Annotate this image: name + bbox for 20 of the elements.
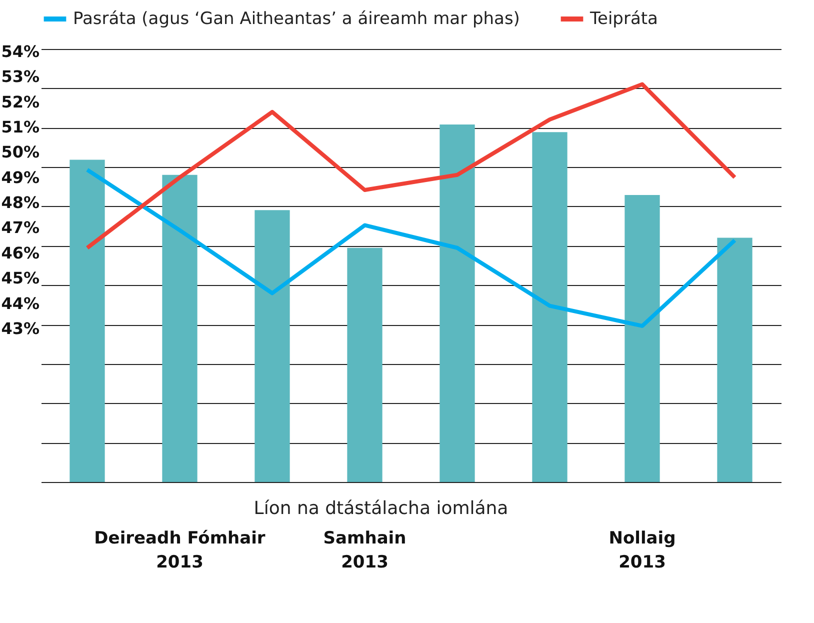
- y-tick-label: 49%: [1, 168, 40, 187]
- x-tick-label: Nollaig 2013: [608, 528, 676, 572]
- x-axis-title: Líon na dtástálacha iomlána: [254, 498, 508, 519]
- legend-label: Pasráta (agus ‘Gan Aitheantas’ a áireamh mar phas): [73, 9, 520, 29]
- y-tick-label: 44%: [1, 294, 40, 313]
- y-tick-label: 50%: [1, 142, 40, 162]
- legend-label: Teipráta: [589, 9, 658, 29]
- x-tick-label: Samhain 2013: [323, 528, 406, 572]
- y-tick-label: 43%: [1, 318, 40, 338]
- line-series: [85, 168, 737, 328]
- y-tick-label: 51%: [1, 118, 40, 137]
- y-tick-label: 45%: [1, 268, 40, 288]
- y-tick-label: 46%: [1, 243, 40, 262]
- y-tick-label: 52%: [1, 92, 40, 112]
- x-tick-label: Deireadh Fómhair 2013: [94, 528, 266, 572]
- y-tick-label: 54%: [1, 42, 40, 62]
- line-series: [85, 82, 737, 250]
- y-tick-label: 48%: [1, 193, 40, 212]
- y-tick-label: 47%: [1, 218, 40, 238]
- y-tick-label: 53%: [1, 67, 40, 86]
